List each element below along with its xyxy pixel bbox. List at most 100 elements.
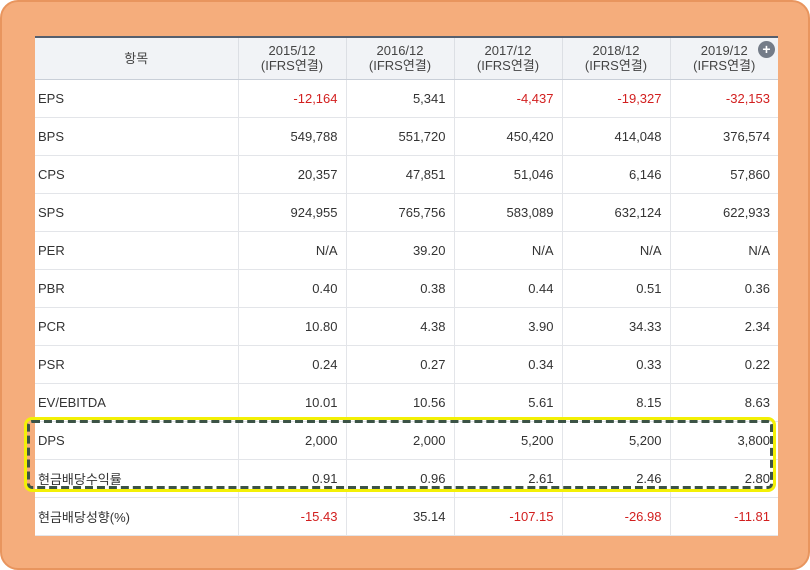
- header-basis: (IFRS연결): [476, 58, 540, 74]
- row-value: 57,860: [670, 155, 778, 194]
- row-value: 2,000: [346, 421, 455, 460]
- row-value: 583,089: [454, 193, 563, 232]
- table-row: PSR 0.24 0.27 0.34 0.33 0.22: [35, 345, 778, 384]
- header-basis: (IFRS연결): [693, 58, 756, 74]
- table-row: PBR 0.40 0.38 0.44 0.51 0.36: [35, 269, 778, 308]
- expand-plus-icon[interactable]: +: [758, 41, 775, 58]
- row-label: PBR: [35, 269, 239, 308]
- row-value: 0.22: [670, 345, 778, 384]
- row-value: 5,341: [346, 79, 455, 118]
- financial-ratios-table: 항목 2015/12 (IFRS연결) 2016/12 (IFRS연결) 201…: [35, 36, 778, 536]
- row-value: 551,720: [346, 117, 455, 156]
- table-row: 현금배당수익률 0.91 0.96 2.61 2.46 2.80: [35, 459, 778, 498]
- row-value: 0.91: [238, 459, 347, 498]
- row-value: 414,048: [562, 117, 671, 156]
- table-row: EPS -12,164 5,341 -4,437 -19,327 -32,153: [35, 79, 778, 118]
- row-label: PCR: [35, 307, 239, 346]
- table-row: DPS 2,000 2,000 5,200 5,200 3,800: [35, 421, 778, 460]
- row-value: 0.34: [454, 345, 563, 384]
- row-label: BPS: [35, 117, 239, 156]
- table-row: CPS 20,357 47,851 51,046 6,146 57,860: [35, 155, 778, 194]
- row-value: N/A: [238, 231, 347, 270]
- row-value: 0.40: [238, 269, 347, 308]
- row-value: 622,933: [670, 193, 778, 232]
- row-value: -15.43: [238, 497, 347, 536]
- row-value: -12,164: [238, 79, 347, 118]
- header-basis: (IFRS연결): [584, 58, 648, 74]
- table-row: BPS 549,788 551,720 450,420 414,048 376,574: [35, 117, 778, 156]
- row-value: 4.38: [346, 307, 455, 346]
- row-value: 6,146: [562, 155, 671, 194]
- header-period: 2019/12: [700, 43, 748, 59]
- table-row: PER N/A 39.20 N/A N/A N/A: [35, 231, 778, 270]
- header-period: 2017/12: [484, 43, 532, 59]
- header-year-2018: 2018/12 (IFRS연결): [562, 36, 671, 80]
- row-value: 2.80: [670, 459, 778, 498]
- row-value: 10.01: [238, 383, 347, 422]
- row-value: N/A: [670, 231, 778, 270]
- row-value: 0.24: [238, 345, 347, 384]
- row-value: 0.38: [346, 269, 455, 308]
- row-value: -19,327: [562, 79, 671, 118]
- row-label: 현금배당수익률: [35, 459, 239, 498]
- row-value: 765,756: [346, 193, 455, 232]
- row-value: 0.44: [454, 269, 563, 308]
- table-row: SPS 924,955 765,756 583,089 632,124 622,933: [35, 193, 778, 232]
- row-label: DPS: [35, 421, 239, 460]
- row-label: EV/EBITDA: [35, 383, 239, 422]
- table-row: EV/EBITDA 10.01 10.56 5.61 8.15 8.63: [35, 383, 778, 422]
- row-value: 10.56: [346, 383, 455, 422]
- row-value: 376,574: [670, 117, 778, 156]
- header-year-2017: 2017/12 (IFRS연결): [454, 36, 563, 80]
- header-year-2015: 2015/12 (IFRS연결): [238, 36, 347, 80]
- header-basis: (IFRS연결): [368, 58, 432, 74]
- row-value: 2.61: [454, 459, 563, 498]
- row-label: PSR: [35, 345, 239, 384]
- header-period: 2018/12: [592, 43, 640, 59]
- row-value: 5.61: [454, 383, 563, 422]
- financial-ratios-panel: 항목 2015/12 (IFRS연결) 2016/12 (IFRS연결) 201…: [35, 36, 778, 536]
- row-value: N/A: [562, 231, 671, 270]
- header-period: 2016/12: [376, 43, 424, 59]
- row-value: -32,153: [670, 79, 778, 118]
- row-value: N/A: [454, 231, 563, 270]
- row-value: -11.81: [670, 497, 778, 536]
- header-row: 항목 2015/12 (IFRS연결) 2016/12 (IFRS연결) 201…: [35, 36, 778, 80]
- header-basis: (IFRS연결): [260, 58, 324, 74]
- row-value: 5,200: [562, 421, 671, 460]
- row-value: 0.96: [346, 459, 455, 498]
- row-value: 8.63: [670, 383, 778, 422]
- row-value: 34.33: [562, 307, 671, 346]
- row-value: 51,046: [454, 155, 563, 194]
- row-value: 10.80: [238, 307, 347, 346]
- row-value: -26.98: [562, 497, 671, 536]
- header-item: 항목: [35, 36, 239, 80]
- row-value: 0.33: [562, 345, 671, 384]
- row-value: 3,800: [670, 421, 778, 460]
- table-body: EPS -12,164 5,341 -4,437 -19,327 -32,153 BPS 54…: [35, 79, 778, 536]
- row-value: 39.20: [346, 231, 455, 270]
- row-value: 0.51: [562, 269, 671, 308]
- row-value: 0.36: [670, 269, 778, 308]
- row-label: PER: [35, 231, 239, 270]
- header-year-2016: 2016/12 (IFRS연결): [346, 36, 455, 80]
- row-value: 8.15: [562, 383, 671, 422]
- row-value: -107.15: [454, 497, 563, 536]
- header-period: 2015/12: [268, 43, 316, 59]
- row-value: 3.90: [454, 307, 563, 346]
- row-value: -4,437: [454, 79, 563, 118]
- row-value: 2.46: [562, 459, 671, 498]
- row-value: 20,357: [238, 155, 347, 194]
- header-year-2019: 2019/12 (IFRS연결) +: [670, 36, 778, 80]
- row-label: EPS: [35, 79, 239, 118]
- row-value: 0.27: [346, 345, 455, 384]
- row-value: 549,788: [238, 117, 347, 156]
- row-label: SPS: [35, 193, 239, 232]
- row-value: 632,124: [562, 193, 671, 232]
- row-value: 2.34: [670, 307, 778, 346]
- row-value: 35.14: [346, 497, 455, 536]
- table-row: PCR 10.80 4.38 3.90 34.33 2.34: [35, 307, 778, 346]
- table-row: 현금배당성향(%) -15.43 35.14 -107.15 -26.98 -11.81: [35, 497, 778, 536]
- row-value: 5,200: [454, 421, 563, 460]
